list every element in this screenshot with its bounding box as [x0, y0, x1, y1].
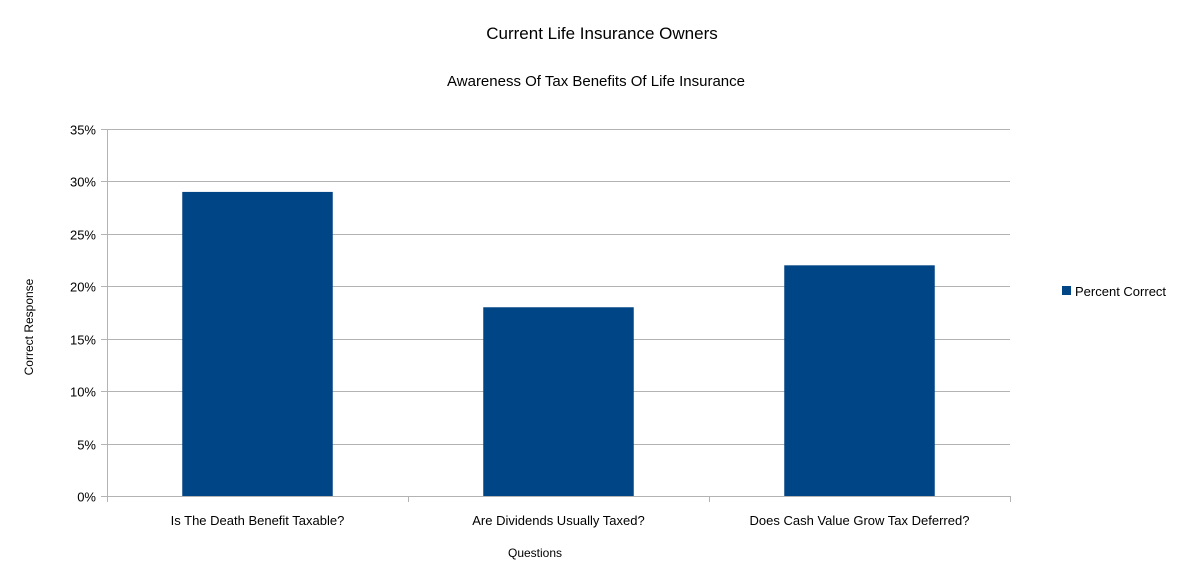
x-category-label: Does Cash Value Grow Tax Deferred?	[750, 513, 970, 528]
bar	[483, 307, 634, 496]
legend: Percent Correct	[1062, 284, 1166, 299]
y-tick-label: 20%	[70, 280, 96, 295]
x-axis-title: Questions	[508, 546, 562, 560]
x-category-labels: Is The Death Benefit Taxable? Are Dividen…	[171, 513, 970, 528]
axes	[101, 129, 1011, 502]
y-tick-label: 5%	[77, 438, 96, 453]
y-tick-label: 15%	[70, 333, 96, 348]
x-category-label: Are Dividends Usually Taxed?	[472, 513, 644, 528]
legend-swatch	[1062, 286, 1071, 295]
y-tick-label: 30%	[70, 175, 96, 190]
y-tick-labels: 0% 5% 10% 15% 20% 25% 30% 35%	[70, 123, 96, 505]
chart-title: Current Life Insurance Owners	[486, 24, 718, 43]
y-tick-label: 10%	[70, 385, 96, 400]
chart-subtitle: Awareness Of Tax Benefits Of Life Insura…	[447, 73, 745, 90]
y-tick-label: 35%	[70, 123, 96, 138]
x-category-label: Is The Death Benefit Taxable?	[171, 513, 345, 528]
legend-label: Percent Correct	[1075, 284, 1166, 299]
y-axis-title: Correct Response	[22, 278, 36, 375]
bar	[182, 191, 333, 496]
y-tick-label: 0%	[77, 490, 96, 505]
bar	[784, 265, 935, 496]
bars	[182, 191, 935, 496]
y-tick-label: 25%	[70, 228, 96, 243]
